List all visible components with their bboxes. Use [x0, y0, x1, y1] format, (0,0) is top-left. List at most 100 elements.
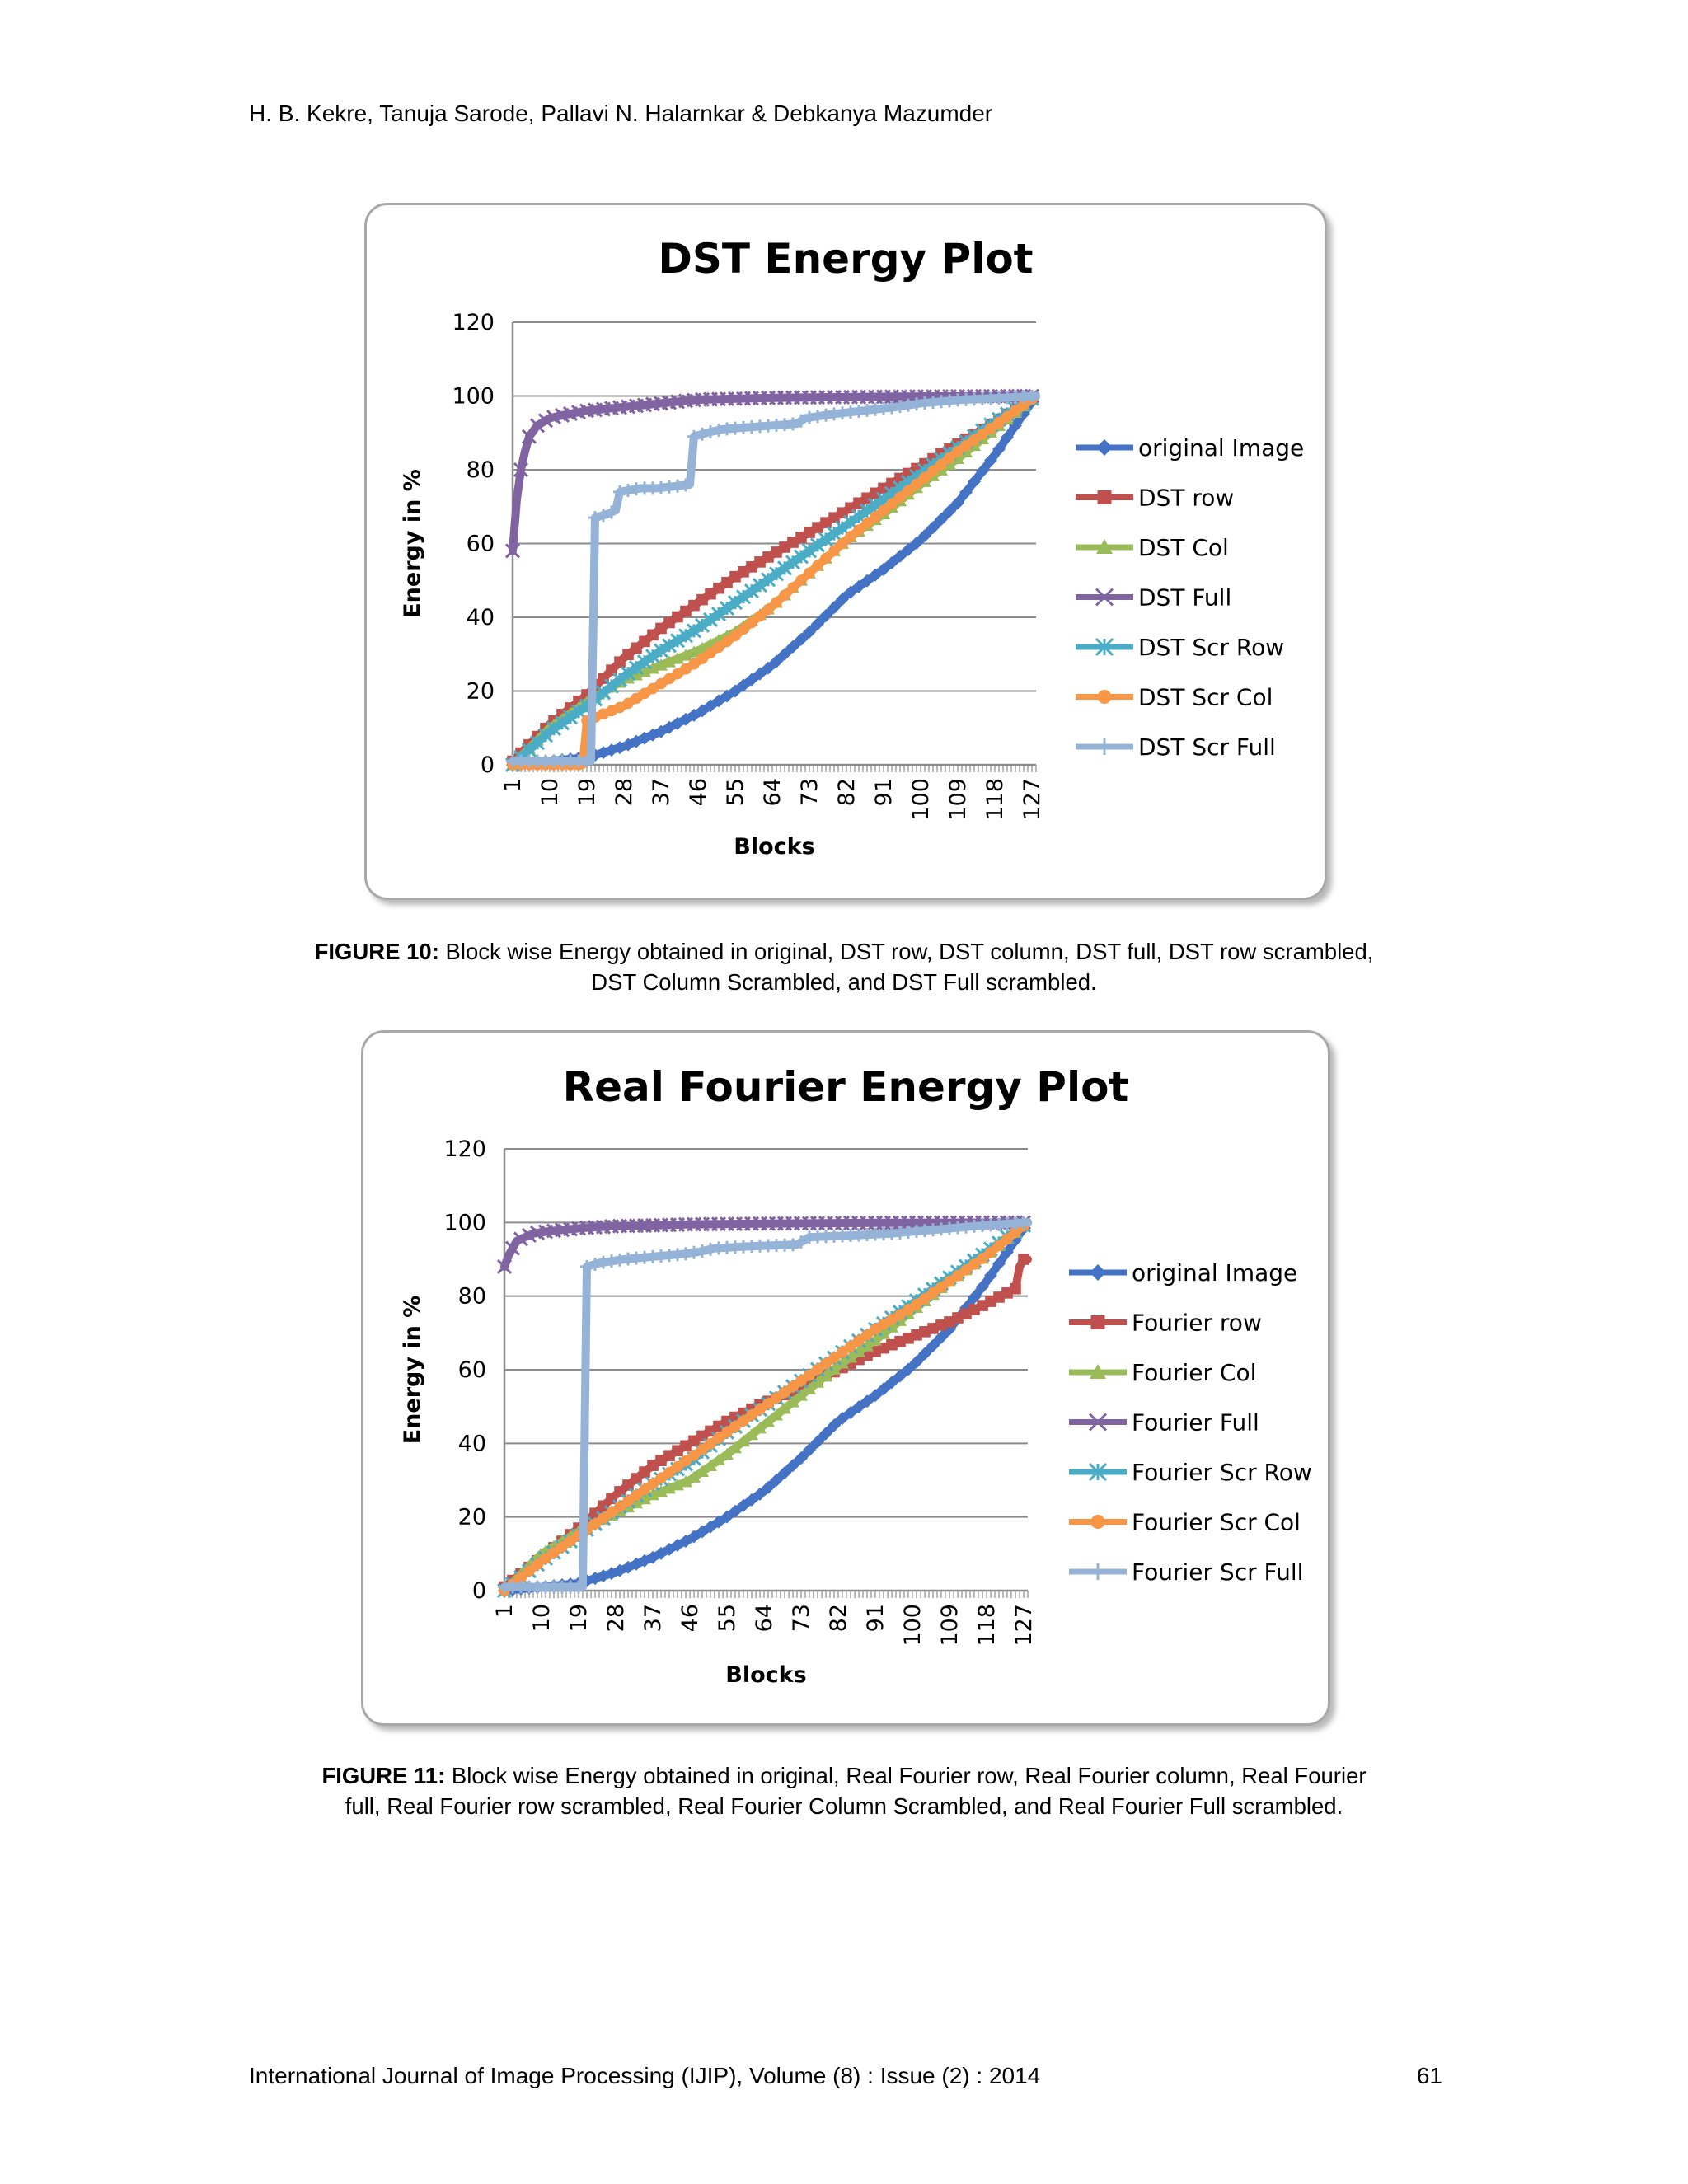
series-fourier-scr-col: [499, 1218, 1032, 1596]
data-point: [852, 1400, 865, 1414]
figure-11-caption-line2: full, Real Fourier row scrambled, Real F…: [345, 1793, 1343, 1819]
data-point: [793, 549, 809, 565]
data-point: [852, 1345, 865, 1357]
data-point: [540, 1552, 551, 1564]
data-point: [606, 1507, 617, 1519]
legend-entry: Fourier Scr Row: [1069, 1459, 1312, 1486]
x-tick-label: 19: [566, 1604, 592, 1632]
figure-10-caption: FIGURE 10: Block wise Energy obtained in…: [0, 936, 1688, 997]
data-point: [614, 1501, 626, 1513]
data-point: [1018, 1254, 1029, 1265]
y-axis-title: Energy in %: [400, 1296, 425, 1445]
data-point: [713, 641, 724, 654]
data-point: [663, 673, 675, 685]
data-point: [647, 682, 659, 695]
legend-label: Fourier Full: [1132, 1409, 1259, 1436]
fourier-energy-chart: Real Fourier Energy Plot 0 20 40 60 80 100 120 1…: [361, 1030, 1330, 1726]
y-tick-label: 0: [481, 752, 495, 778]
data-point: [768, 566, 785, 582]
data-point: [919, 1292, 931, 1305]
data-point: [687, 1245, 701, 1259]
data-point: [713, 1432, 724, 1444]
x-tick-label: 55: [723, 778, 748, 806]
data-point: [521, 1227, 537, 1244]
data-point: [580, 1259, 593, 1273]
data-point: [529, 418, 546, 434]
x-axis-title: Blocks: [734, 834, 814, 860]
y-tick-label: 100: [452, 384, 495, 410]
legend-label: Fourier Col: [1132, 1359, 1256, 1386]
data-point: [687, 645, 701, 658]
legend-marker: [1095, 637, 1114, 657]
legend-entry: Fourier row: [1069, 1310, 1262, 1337]
data-point: [844, 1406, 857, 1420]
data-point: [646, 662, 659, 674]
data-point: [786, 1395, 799, 1408]
data-point: [845, 1340, 856, 1352]
data-point: [861, 518, 873, 529]
data-point: [628, 660, 645, 676]
data-point: [951, 496, 964, 510]
legend-label: Fourier Scr Col: [1132, 1509, 1301, 1536]
x-tick-label: 46: [686, 778, 711, 806]
legend-entry: Fourier Scr Col: [1069, 1509, 1301, 1536]
data-point: [795, 632, 808, 646]
data-point: [993, 1240, 1005, 1252]
data-point: [985, 422, 996, 434]
data-point: [804, 1369, 815, 1381]
data-point: [688, 1449, 700, 1461]
x-tick-label: 91: [863, 1604, 889, 1632]
data-point: [589, 1518, 601, 1530]
data-point: [828, 1352, 840, 1364]
data-point: [869, 1389, 882, 1403]
x-tick-label: 37: [649, 778, 674, 806]
data-point: [828, 1362, 841, 1375]
data-point: [795, 1451, 808, 1465]
data-point: [893, 1369, 907, 1383]
x-tick-label: 10: [537, 778, 563, 806]
figure-11-caption-line1: Block wise Energy obtained in original, …: [445, 1763, 1367, 1788]
data-point: [992, 1257, 1006, 1271]
legend-marker: [1097, 690, 1112, 704]
data-point: [834, 520, 851, 536]
journal-footer: International Journal of Image Processin…: [249, 2063, 1041, 2088]
data-point: [548, 1547, 560, 1558]
x-tick-label: 118: [974, 1604, 1000, 1647]
data-point: [779, 1386, 790, 1399]
data-point: [836, 1412, 849, 1426]
data-point: [886, 1314, 898, 1325]
data-point: [927, 465, 939, 477]
data-point: [786, 1459, 799, 1473]
data-point: [679, 478, 692, 492]
legend-entry: DST Scr Full: [1076, 733, 1276, 761]
data-point: [959, 445, 973, 458]
series-fourier-full: [496, 1215, 1032, 1274]
chart-title: DST Energy Plot: [658, 235, 1033, 283]
data-point: [812, 1363, 823, 1376]
data-point: [837, 537, 848, 550]
x-tick-label: 28: [603, 1604, 629, 1632]
data-point: [621, 484, 635, 498]
data-point: [745, 673, 758, 687]
legend-label: original Image: [1138, 434, 1304, 462]
data-point: [605, 1567, 618, 1581]
data-point: [968, 1258, 980, 1270]
data-point: [762, 661, 775, 675]
data-point: [976, 464, 989, 478]
y-tick-label: 40: [458, 1431, 486, 1456]
data-point: [787, 582, 799, 593]
data-point: [984, 1268, 997, 1282]
y-tick-label: 60: [458, 1357, 486, 1383]
data-point: [565, 1535, 576, 1547]
y-tick-label: 80: [458, 1284, 486, 1310]
x-tick-label: 73: [789, 1604, 814, 1632]
data-point: [753, 1421, 767, 1434]
data-point: [960, 439, 972, 452]
data-point: [795, 1375, 807, 1387]
legend-entry: DST row: [1076, 485, 1234, 512]
data-point: [696, 427, 709, 441]
data-point: [910, 1355, 923, 1369]
chart-title: Real Fourier Energy Plot: [563, 1063, 1129, 1111]
legend-label: Fourier Scr Full: [1132, 1558, 1303, 1586]
data-point: [631, 1489, 642, 1502]
